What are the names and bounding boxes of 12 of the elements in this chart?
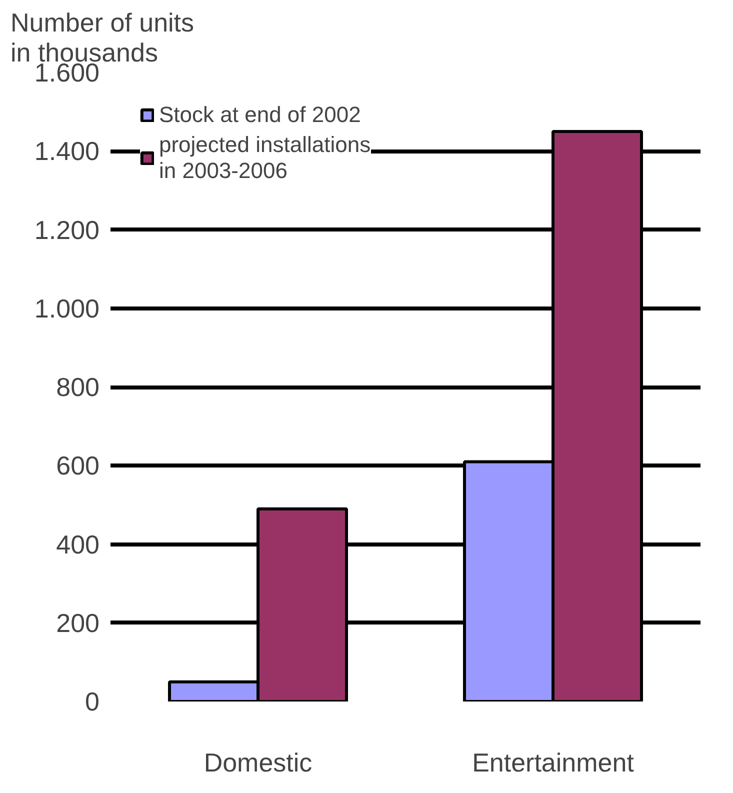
y-tick-label: 1.400 bbox=[34, 136, 100, 166]
x-tick-label: Entertainment bbox=[472, 748, 635, 778]
y-tick-label: 600 bbox=[56, 450, 100, 481]
y-tick-label: 1.000 bbox=[34, 293, 100, 324]
legend-label: Stock at end of 2002 bbox=[159, 102, 361, 128]
y-tick-label: 800 bbox=[56, 372, 100, 402]
y-tick-label: 1.200 bbox=[34, 214, 100, 245]
x-tick-label: Domestic bbox=[204, 748, 312, 778]
legend-label: projected installations in 2003-2006 bbox=[159, 132, 371, 184]
y-tick-label: 200 bbox=[56, 608, 100, 638]
y-tick-label: 400 bbox=[56, 529, 100, 560]
y-tick-label: 0 bbox=[85, 686, 100, 716]
